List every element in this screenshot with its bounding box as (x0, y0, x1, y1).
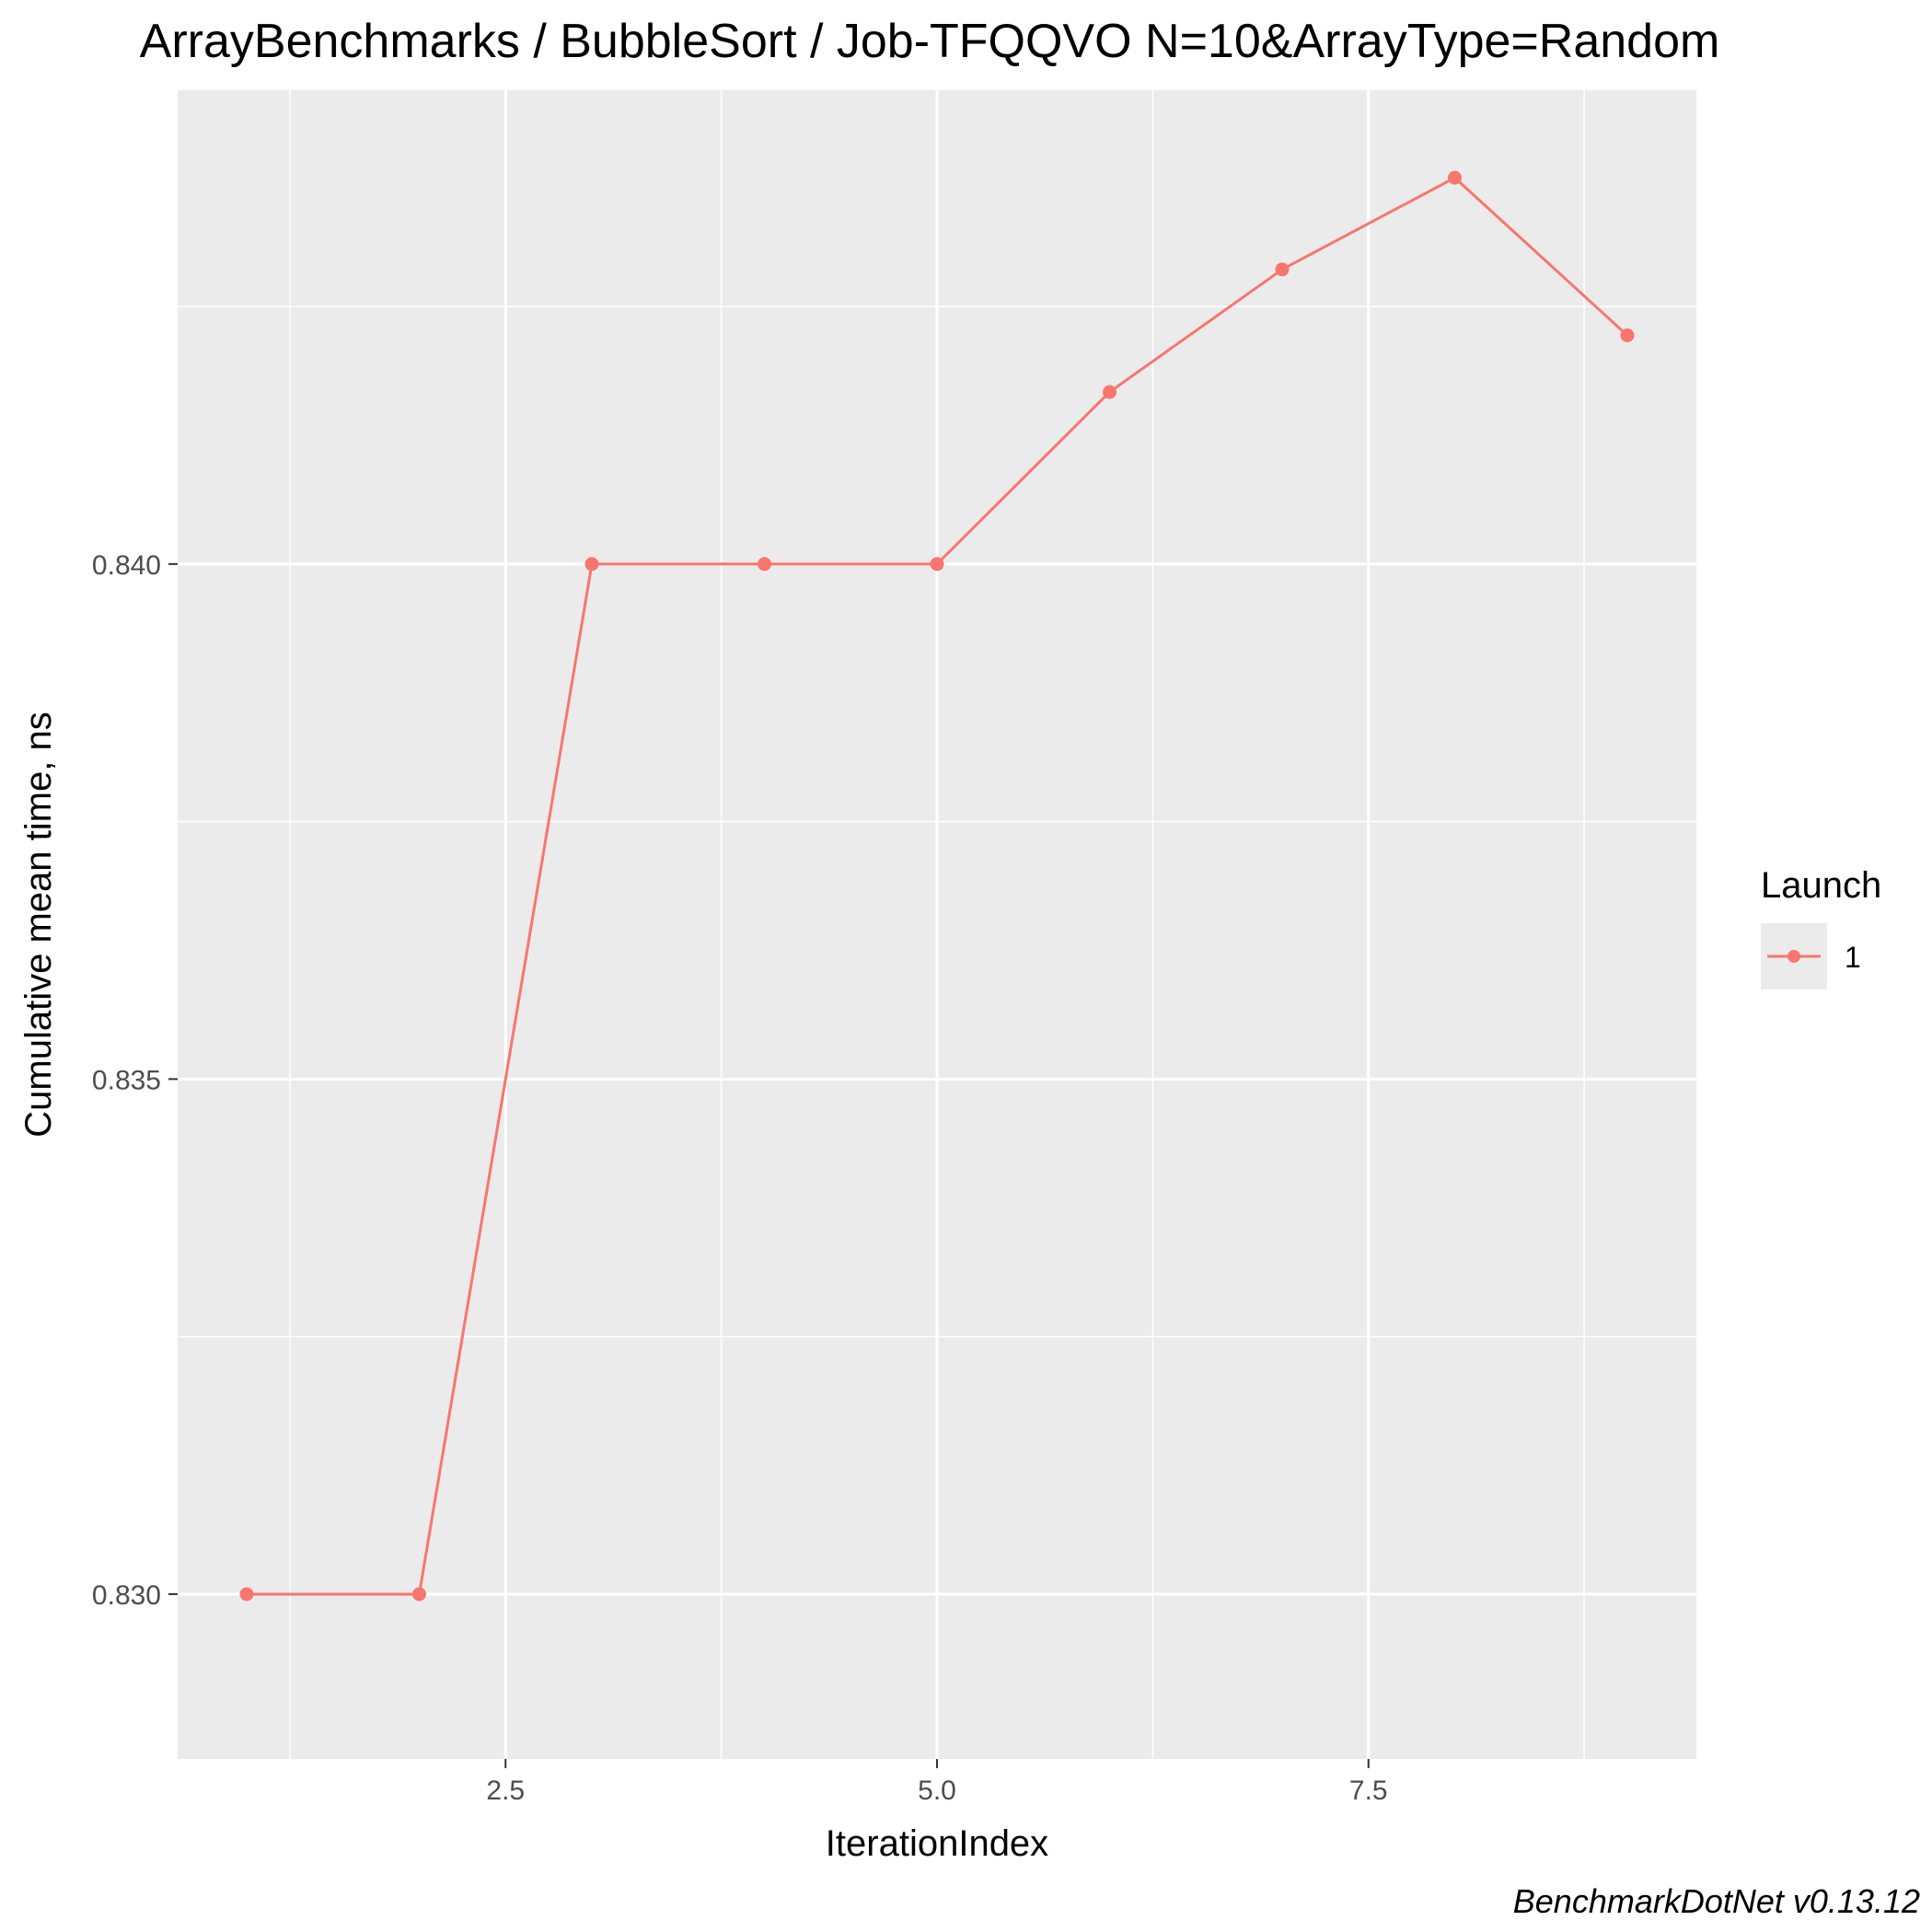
y-tick-label: 0.835 (92, 1065, 161, 1095)
data-point (758, 557, 771, 572)
major-gridlines (178, 90, 1696, 1759)
data-point (1275, 262, 1290, 277)
y-tick-label: 0.830 (92, 1580, 161, 1611)
data-point (412, 1587, 426, 1602)
legend-label-1: 1 (1845, 941, 1861, 974)
data-point (239, 1587, 254, 1602)
y-axis: 0.830 0.835 0.840 (92, 550, 178, 1611)
y-axis-title: Cumulative mean time, ns (18, 711, 59, 1137)
x-axis-title: IterationIndex (826, 1823, 1048, 1864)
chart-title: ArrayBenchmarks / BubbleSort / Job-TFQQV… (140, 15, 1720, 68)
x-tick-label: 2.5 (486, 1776, 525, 1806)
x-tick-label: 5.0 (918, 1776, 956, 1806)
data-point (1448, 170, 1462, 185)
data-point (1620, 328, 1635, 342)
data-point (584, 557, 599, 572)
x-tick-label: 7.5 (1349, 1776, 1388, 1806)
data-point (1103, 385, 1116, 399)
series-layer (239, 170, 1635, 1602)
legend: Launch 1 (1761, 865, 1881, 989)
x-axis: 2.5 5.0 7.5 (486, 1759, 1388, 1806)
data-point (930, 557, 944, 572)
caption: BenchmarkDotNet v0.13.12 (1513, 1882, 1920, 1920)
legend-title: Launch (1761, 865, 1881, 906)
legend-key-point (1787, 950, 1800, 963)
y-tick-label: 0.840 (92, 550, 161, 581)
